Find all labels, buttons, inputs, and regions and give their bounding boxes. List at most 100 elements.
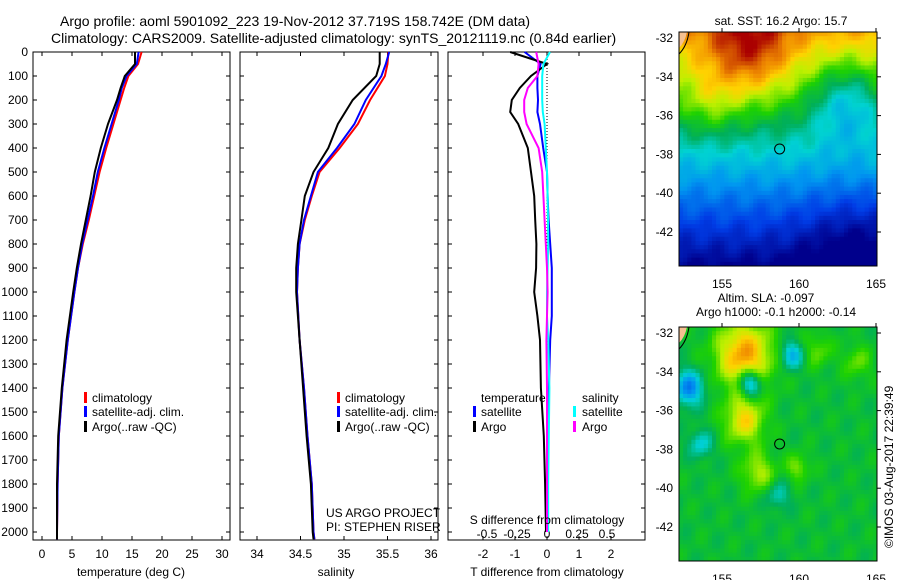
- map-cell: [827, 381, 833, 386]
- map-cell: [757, 510, 763, 516]
- map-cell: [695, 356, 701, 361]
- map-cell: [819, 144, 824, 150]
- map-cell: [827, 161, 833, 167]
- map-cell: [839, 48, 845, 54]
- map-cell: [815, 44, 820, 50]
- map-cell: [782, 211, 787, 217]
- map-cell: [798, 57, 804, 62]
- map-cell: [687, 502, 692, 508]
- map-cell: [773, 535, 779, 541]
- map-cell: [695, 144, 701, 150]
- map-cell: [769, 502, 775, 508]
- map-cell: [757, 203, 763, 208]
- map-cell: [724, 90, 730, 96]
- map-cell: [872, 203, 878, 208]
- map-cell: [753, 515, 758, 520]
- map-cell: [695, 103, 701, 108]
- map-cell: [695, 228, 701, 234]
- map-cell: [683, 111, 688, 117]
- map-cell: [773, 123, 779, 129]
- map-cell: [745, 368, 750, 374]
- map-cell: [811, 77, 816, 83]
- map-cell: [745, 431, 750, 437]
- map-cell: [831, 69, 837, 75]
- map-cell: [852, 194, 857, 200]
- map-cell: [798, 94, 804, 100]
- map-cell: [753, 456, 758, 462]
- map-cell: [769, 236, 775, 242]
- map-cell: [703, 327, 709, 332]
- map-cell: [703, 556, 709, 562]
- map-cell: [703, 527, 709, 533]
- map-cell: [687, 132, 692, 137]
- map-cell: [802, 360, 808, 366]
- map-cell: [691, 61, 697, 66]
- map-cell: [827, 257, 833, 263]
- map-cell: [819, 190, 824, 196]
- map-cell: [745, 360, 750, 366]
- map-cell: [769, 178, 775, 183]
- map-cell: [790, 515, 796, 520]
- map-cell: [732, 494, 738, 499]
- map-cell: [786, 398, 791, 403]
- map-cell: [728, 510, 734, 516]
- map-cell: [815, 444, 820, 449]
- map-cell: [827, 356, 833, 361]
- map-cell: [782, 535, 787, 541]
- map-cell: [712, 123, 717, 129]
- map-cell: [778, 393, 783, 399]
- map-cell: [679, 460, 684, 466]
- map-cell: [769, 548, 775, 554]
- map-cell: [712, 115, 717, 121]
- map-cell: [757, 352, 763, 357]
- map-cell: [802, 527, 808, 533]
- map-cell: [716, 498, 721, 503]
- map-cell: [749, 52, 754, 58]
- map-cell: [811, 385, 816, 391]
- map-cell: [699, 331, 705, 336]
- map-cell: [811, 523, 816, 529]
- map-cell: [732, 360, 738, 366]
- map-cell: [864, 107, 870, 112]
- map-cell: [753, 506, 758, 512]
- map-cell: [811, 140, 816, 146]
- map-cell: [736, 469, 742, 474]
- map-cell: [848, 190, 853, 196]
- map-cell: [707, 194, 713, 200]
- map-cell: [724, 335, 730, 341]
- map-cell: [778, 473, 783, 478]
- map-cell: [683, 481, 688, 487]
- map-cell: [798, 352, 804, 357]
- map-cell: [778, 199, 783, 204]
- map-cell: [720, 136, 725, 142]
- map-cell: [757, 245, 763, 250]
- map-cell: [802, 94, 808, 100]
- map-cell: [732, 469, 738, 474]
- map-cell: [732, 32, 738, 37]
- map-cell: [761, 132, 767, 137]
- map-cell: [815, 464, 820, 470]
- map-cell: [691, 253, 697, 259]
- map-cell: [679, 402, 684, 407]
- map-cell: [794, 186, 800, 192]
- map-cell: [720, 502, 725, 508]
- map-cell: [728, 236, 734, 242]
- map-cell: [740, 498, 746, 503]
- map-cell: [864, 86, 870, 91]
- map-cell: [699, 523, 705, 529]
- map-cell: [703, 552, 709, 558]
- map-cell: [728, 69, 734, 75]
- map-cell: [724, 327, 730, 332]
- map-cell: [703, 224, 709, 229]
- map-cell: [724, 498, 730, 503]
- map-cell: [707, 94, 713, 100]
- map-cell: [720, 418, 725, 424]
- map-cell: [844, 224, 849, 229]
- map-cell: [815, 548, 820, 554]
- map-cell: [683, 519, 688, 524]
- map-cell: [761, 352, 767, 357]
- map-cell: [679, 452, 684, 458]
- map-cell: [745, 485, 750, 491]
- map-cell: [790, 352, 796, 357]
- map-cell: [778, 540, 783, 545]
